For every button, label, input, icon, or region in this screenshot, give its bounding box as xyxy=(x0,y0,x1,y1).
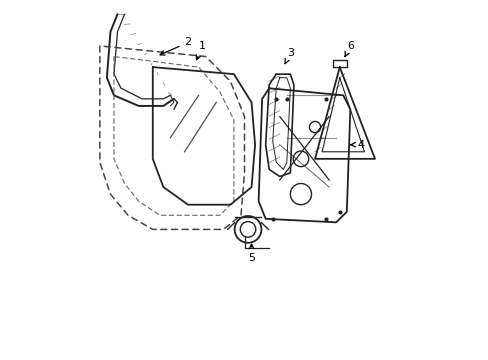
Text: 6: 6 xyxy=(345,41,353,57)
Text: 4: 4 xyxy=(350,140,364,150)
Text: 2: 2 xyxy=(160,37,191,55)
Text: 5: 5 xyxy=(247,244,255,262)
Text: 1: 1 xyxy=(196,41,205,60)
Text: 3: 3 xyxy=(285,48,293,64)
